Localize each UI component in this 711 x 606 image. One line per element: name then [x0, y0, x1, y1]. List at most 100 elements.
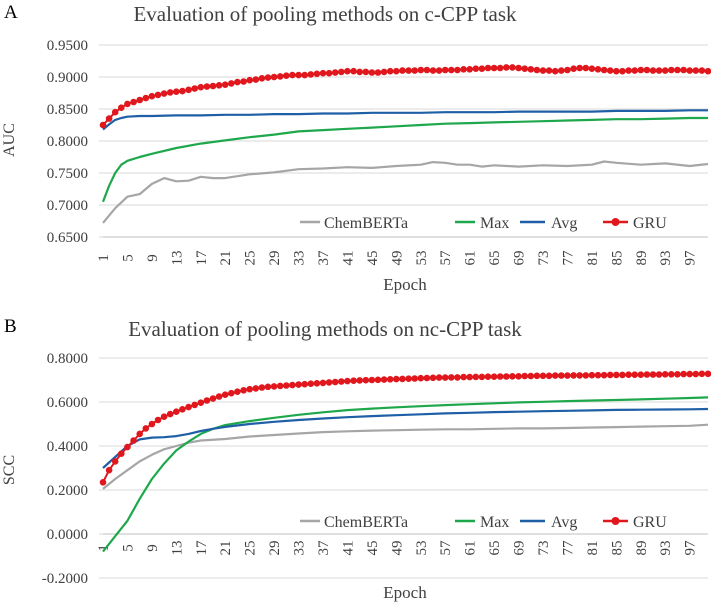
x-tick-label: 81: [585, 251, 601, 266]
x-tick-label: 41: [340, 541, 356, 556]
data-point-gru: [454, 374, 461, 381]
data-point-gru: [588, 65, 596, 72]
x-tick-label: 13: [169, 541, 185, 556]
data-point-gru: [368, 69, 376, 76]
chart-panel-b: B Evaluation of pooling methods on nc-CPP…: [1, 316, 711, 602]
data-point-gru: [356, 68, 364, 76]
data-point-gru: [680, 370, 687, 378]
data-point-gru: [509, 64, 516, 71]
data-point-gru: [338, 378, 345, 385]
x-tick-label: 25: [243, 251, 259, 266]
data-point-gru: [692, 67, 700, 74]
data-point-gru: [515, 64, 522, 72]
data-point-gru: [197, 399, 205, 407]
data-point-gru: [533, 372, 541, 380]
x-tick-label: 65: [487, 541, 503, 556]
data-point-gru: [185, 403, 192, 411]
data-point-gru: [148, 92, 156, 100]
data-point-gru: [478, 65, 486, 72]
data-point-gru: [356, 377, 364, 384]
data-point-gru: [160, 413, 168, 421]
data-point-gru: [698, 67, 706, 74]
data-point-gru: [160, 90, 168, 97]
data-point-gru: [576, 64, 583, 72]
data-point-gru: [252, 385, 260, 392]
x-tick-label: 97: [683, 540, 699, 556]
legend-label-max: Max: [480, 215, 509, 232]
data-point-gru: [490, 64, 498, 72]
x-tick-label: 81: [585, 541, 601, 556]
panel-letter: A: [4, 2, 18, 23]
series-line-max: [102, 396, 709, 553]
data-point-gru: [399, 375, 406, 383]
x-tick-label: 61: [463, 541, 479, 556]
data-point-gru: [228, 80, 235, 87]
data-point-gru: [606, 371, 614, 379]
data-point-gru: [118, 104, 125, 111]
y-tick-label: 0.4000: [47, 439, 88, 455]
data-point-gru: [338, 68, 345, 76]
data-point-gru: [105, 115, 113, 122]
data-point-gru: [411, 67, 419, 74]
x-tick-label: 17: [194, 540, 210, 556]
x-tick-label: 69: [512, 251, 528, 266]
y-tick-label: 0.8500: [47, 102, 88, 118]
data-point-gru: [295, 381, 302, 388]
data-point-gru: [240, 387, 247, 394]
data-point-gru: [246, 385, 253, 393]
data-point-gru: [362, 68, 370, 76]
data-point-gru: [484, 373, 492, 381]
data-point-gru: [576, 372, 583, 379]
x-tick-label: 77: [560, 540, 576, 556]
data-point-gru: [698, 370, 706, 378]
y-axis-label: AUC: [1, 123, 18, 157]
x-tick-label: 89: [634, 251, 650, 266]
x-tick-label: 97: [683, 250, 699, 266]
data-point-gru: [539, 67, 547, 74]
data-point-gru: [264, 383, 272, 391]
x-tick-label: 33: [292, 541, 308, 556]
x-tick-label: 29: [267, 251, 283, 266]
series-line-chemberta: [102, 160, 709, 224]
data-point-gru: [558, 67, 565, 74]
data-point-gru: [619, 67, 626, 75]
data-point-gru: [179, 406, 186, 413]
data-point-gru: [594, 66, 602, 73]
data-point-gru: [661, 67, 669, 74]
data-point-gru: [417, 374, 425, 382]
x-tick-label: 69: [512, 541, 528, 556]
data-point-gru: [643, 66, 651, 74]
data-point-gru: [283, 382, 290, 389]
data-point-gru: [441, 374, 449, 381]
data-point-gru: [551, 67, 559, 75]
data-point-gru: [686, 67, 693, 74]
series-line-max: [101, 116, 708, 203]
x-tick-label: 73: [536, 251, 552, 266]
data-point-gru: [478, 373, 486, 381]
data-point-gru: [686, 370, 693, 378]
y-tick-label: 0.7500: [47, 166, 88, 182]
data-point-gru: [234, 78, 241, 86]
data-point-gru: [429, 67, 437, 74]
data-point-gru: [270, 383, 278, 390]
data-point-gru: [588, 371, 596, 379]
data-point-gru: [331, 69, 339, 76]
data-point-gru: [99, 479, 107, 486]
data-point-gru: [674, 66, 681, 74]
data-point-gru: [643, 371, 651, 378]
data-point-gru: [173, 88, 180, 95]
data-point-gru: [362, 376, 370, 384]
data-point-gru: [582, 372, 590, 379]
data-point-gru: [600, 371, 608, 379]
y-tick-label: 0.9500: [47, 38, 88, 54]
data-point-gru: [582, 64, 590, 72]
data-point-gru: [276, 382, 284, 390]
data-point-gru: [631, 371, 638, 379]
x-tick-label: 77: [560, 250, 576, 266]
x-tick-label: 45: [365, 251, 381, 266]
data-point-gru: [124, 443, 131, 451]
data-point-gru: [564, 372, 571, 379]
x-tick-label: 89: [634, 541, 650, 556]
data-point-gru: [655, 67, 663, 74]
legend-label-gru: GRU: [633, 215, 667, 232]
